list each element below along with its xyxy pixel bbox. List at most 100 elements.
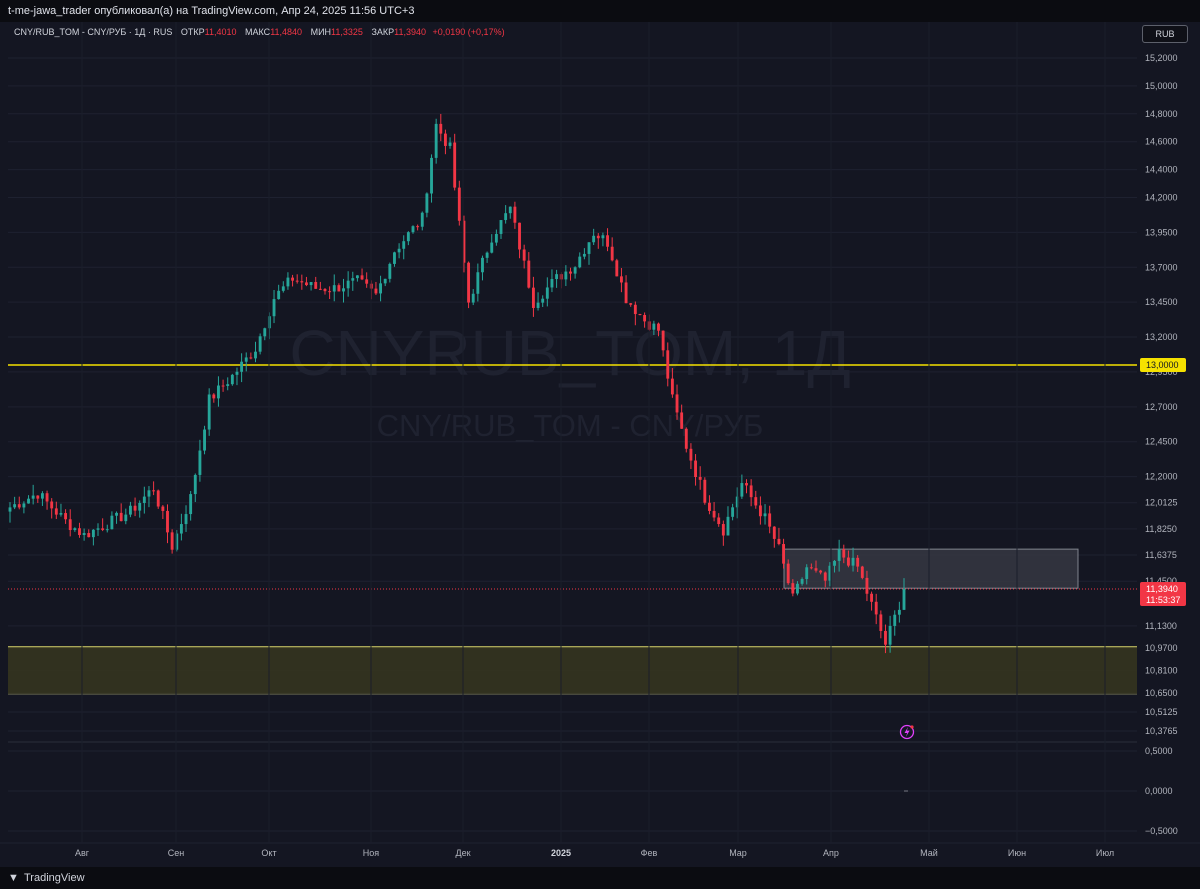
- candle-body: [448, 142, 452, 146]
- candle-body: [735, 496, 739, 508]
- candle-body: [166, 510, 169, 533]
- watermark-subtitle: CNY/RUB_TOM - CNY/РУБ: [377, 408, 764, 443]
- candle-body: [351, 278, 355, 281]
- footer-bar: ▼ TradingView: [0, 867, 1200, 889]
- indicator-axis-tick: 0,0000: [1145, 786, 1173, 796]
- candle-body: [40, 493, 44, 499]
- range-box[interactable]: [783, 548, 1079, 589]
- candle-body: [87, 533, 91, 538]
- candle-body: [240, 361, 244, 372]
- candle-body: [615, 260, 619, 277]
- candle-body: [189, 494, 193, 515]
- candle-body: [888, 625, 892, 645]
- candle-body: [680, 412, 684, 429]
- candle-body: [281, 286, 285, 291]
- price-axis-tick: 15,2000: [1145, 53, 1178, 63]
- candle-body: [897, 609, 901, 615]
- time-axis-label: Мар: [729, 848, 747, 858]
- candle-body: [758, 505, 762, 517]
- price-axis-tick: 12,2000: [1145, 472, 1178, 482]
- legend-low-value: 11,3325: [331, 27, 363, 37]
- legend-low-label: МИН: [310, 27, 332, 37]
- watermark-title: CNYRUB_TOM, 1Д: [289, 317, 850, 389]
- candle-body: [411, 226, 415, 233]
- time-axis-label: Май: [920, 848, 938, 858]
- lightning-bolt-glyph: [904, 727, 910, 737]
- time-axis-label: 2025: [551, 848, 571, 858]
- legend-symbol[interactable]: CNY/RUB_TOM - CNY/РУБ · 1Д · RUS: [14, 27, 173, 37]
- candle-body: [893, 614, 897, 626]
- candle-body: [874, 601, 878, 615]
- candle-body: [365, 279, 369, 284]
- candle-body: [601, 235, 605, 239]
- candle-body: [439, 123, 443, 134]
- candle-body: [564, 271, 568, 280]
- candle-body: [777, 538, 781, 545]
- time-axis-label: Июл: [1096, 848, 1114, 858]
- candle-body: [828, 565, 832, 581]
- candle-body: [726, 516, 730, 536]
- publish-header: t-me-jawa_trader опубликовал(а) на Tradi…: [0, 0, 1200, 22]
- legend-change: +0,0190 (+0,17%): [432, 27, 505, 37]
- publish-line: t-me-jawa_trader опубликовал(а) на Tradi…: [8, 5, 415, 17]
- candle-body: [110, 515, 114, 530]
- candle-body: [179, 524, 183, 534]
- candle-body: [805, 567, 809, 580]
- candle-body: [513, 206, 517, 223]
- currency-badge[interactable]: RUB: [1142, 25, 1188, 43]
- price-axis-tick: 12,4500: [1145, 437, 1178, 447]
- demand-zone[interactable]: [8, 646, 1137, 695]
- candle-body: [258, 336, 262, 352]
- candle-body: [800, 579, 804, 584]
- price-axis-tick: 14,4000: [1145, 165, 1178, 175]
- candle-body: [620, 276, 623, 283]
- candle-body: [494, 233, 498, 243]
- candle-body: [809, 567, 813, 569]
- candle-body: [541, 298, 545, 303]
- candle-body: [217, 385, 220, 399]
- candle-body: [879, 614, 883, 631]
- legend-high-label: МАКС: [245, 27, 271, 37]
- candle-body: [305, 282, 308, 286]
- candle-body: [277, 290, 281, 300]
- candle-body: [328, 291, 332, 293]
- lightning-icon[interactable]: [899, 724, 915, 740]
- candle-body: [22, 503, 26, 508]
- candle-body: [643, 315, 647, 322]
- candle-body: [531, 287, 535, 308]
- candle-body: [323, 288, 327, 292]
- candle-body: [8, 507, 12, 512]
- candle-body: [203, 429, 206, 451]
- candle-body: [54, 508, 58, 515]
- candle-body: [457, 187, 461, 221]
- time-axis-label: Авг: [75, 848, 90, 858]
- candle-body: [453, 142, 457, 188]
- candle-body: [481, 257, 484, 273]
- candle-body: [115, 512, 118, 516]
- last-price-tag: [1140, 582, 1186, 607]
- candle-body: [856, 557, 860, 567]
- candle-body: [740, 483, 744, 497]
- candle-body: [184, 514, 188, 525]
- candle-body: [68, 519, 72, 531]
- candle-body: [522, 249, 526, 261]
- candle-body: [170, 532, 174, 550]
- candle-body: [624, 282, 628, 304]
- candle-body: [13, 504, 17, 508]
- candle-body: [17, 504, 21, 508]
- indicator-axis-tick: −0,5000: [1145, 826, 1178, 836]
- candle-body: [851, 557, 855, 566]
- time-axis-label: Дек: [455, 848, 470, 858]
- candle-body: [314, 282, 318, 289]
- candle-body: [582, 253, 586, 257]
- price-axis-tick: 11,8250: [1145, 524, 1177, 534]
- candle-body: [745, 483, 748, 486]
- candle-body: [721, 524, 725, 536]
- candle-body: [772, 526, 776, 539]
- price-axis-tick: 10,6500: [1145, 688, 1178, 698]
- candle-body: [504, 213, 508, 221]
- candle-body: [499, 220, 503, 234]
- candle-body: [406, 232, 410, 242]
- level-price-tag[interactable]: [1140, 357, 1186, 372]
